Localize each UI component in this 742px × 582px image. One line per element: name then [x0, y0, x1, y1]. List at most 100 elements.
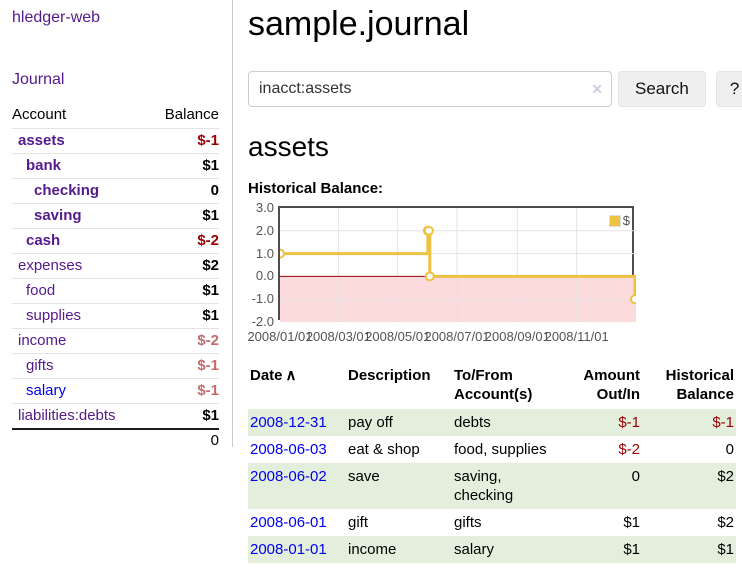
app-title-link[interactable]: hledger-web [12, 9, 101, 26]
y-axis-tick-label: 0.0 [255, 268, 274, 284]
transaction-balance: $2 [717, 468, 734, 485]
sidebar-account-link[interactable]: checking [34, 182, 100, 199]
chart-plot-area: $ [278, 206, 636, 322]
accounts-header-row: Account Balance [12, 104, 219, 129]
account-name-cell: salary [12, 378, 148, 404]
sidebar-account-balance: $1 [147, 303, 219, 329]
sidebar-account-balance: $1 [147, 153, 219, 179]
sidebar-account-balance: $1 [147, 278, 219, 304]
account-name-cell: cash [12, 228, 148, 254]
accounts-total-value: 0 [147, 428, 219, 452]
transaction-accounts: saving, checking [454, 468, 514, 504]
sidebar-account-link[interactable]: assets [18, 132, 65, 149]
sidebar-account-link[interactable]: bank [26, 157, 62, 174]
x-axis-tick-label: 2008/03/01 [305, 329, 371, 344]
register-table-body: 2008-12-31 pay off debts $-1 $-1 2008-06-03 ea… [248, 409, 736, 563]
account-row: cash $-2 [12, 228, 219, 254]
account-row: food $1 [12, 278, 219, 304]
column-header-amount: Amount Out/In [583, 367, 640, 403]
transaction-amount: $1 [623, 541, 640, 558]
sidebar-account-link[interactable]: income [18, 332, 67, 349]
transaction-date-link[interactable]: 2008-06-03 [250, 441, 327, 458]
sort-ascending-icon: ∧ [285, 367, 297, 384]
chart-svg [280, 208, 636, 322]
account-heading: assets [248, 131, 329, 162]
account-name-cell: gifts [12, 353, 148, 379]
sidebar-account-link[interactable]: saving [34, 207, 82, 224]
register-row: 2008-06-02 save saving, checking 0 $2 [248, 463, 736, 509]
account-row: bank $1 [12, 153, 219, 179]
account-row: liabilities:debts $1 [12, 403, 219, 429]
transaction-description: pay off [348, 414, 393, 431]
accounts-total-row: 0 [12, 428, 219, 452]
accounts-header-account: Account [12, 106, 67, 123]
sidebar-account-link[interactable]: cash [26, 232, 61, 249]
transaction-accounts: debts [454, 414, 491, 431]
account-row: saving $1 [12, 203, 219, 229]
transaction-amount: $-2 [618, 441, 640, 458]
accounts-total-spacer [12, 428, 148, 452]
account-name-cell: liabilities:debts [12, 403, 148, 429]
main-content: sample.journal ✕ Search ? assets Histori… [233, 0, 742, 582]
transaction-description: eat & shop [348, 441, 420, 458]
sidebar-account-balance: $-1 [147, 353, 219, 379]
x-axis-tick-label: 2008/05/01 [365, 329, 431, 344]
accounts-header-balance: Balance [164, 106, 219, 123]
sidebar: hledger-web Journal Account Balance asse… [0, 0, 233, 452]
x-axis-tick-label: 2008/01/01 [247, 329, 313, 344]
sidebar-account-link[interactable]: salary [26, 382, 67, 399]
register-header-row: Date ∧ Description To/From Account(s) Amo… [248, 364, 736, 409]
search-form: ✕ Search ? [248, 71, 742, 107]
transaction-accounts: food, supplies [454, 441, 547, 458]
transaction-date-cell: 2008-06-03 [248, 436, 346, 463]
sidebar-account-balance: $1 [147, 203, 219, 229]
transaction-date-cell: 2008-06-02 [248, 463, 346, 509]
accounts-table: Account Balance assets $-1 bank $1 checking 0… [12, 104, 219, 452]
register-row: 2008-06-03 eat & shop food, supplies $-2 0 [248, 436, 736, 463]
transaction-date-link[interactable]: 2008-06-01 [250, 514, 327, 531]
sidebar-account-balance: $2 [147, 253, 219, 279]
account-row: salary $-1 [12, 378, 219, 404]
sidebar-account-link[interactable]: expenses [18, 257, 83, 274]
sidebar-account-link[interactable]: liabilities:debts [18, 407, 116, 424]
y-axis-tick-label: 2.0 [255, 222, 274, 238]
transaction-date-link[interactable]: 2008-01-01 [250, 541, 327, 558]
accounts-table-body: assets $-1 bank $1 checking 0 saving $1 cash $-2 e… [12, 128, 219, 429]
sidebar-account-balance: $-2 [147, 328, 219, 354]
y-axis-tick-label: -2.0 [251, 314, 274, 329]
help-button[interactable]: ? [715, 71, 742, 107]
search-input[interactable] [248, 71, 612, 107]
chart-legend: $ [608, 213, 630, 228]
x-axis-tick-label: 2008/09/01 [484, 329, 550, 344]
sidebar-account-link[interactable]: food [26, 282, 56, 299]
transaction-date-link[interactable]: 2008-12-31 [250, 414, 327, 431]
chart-title: Historical Balance: [248, 180, 384, 197]
account-row: income $-2 [12, 328, 219, 354]
column-header-date[interactable]: Date ∧ [250, 367, 297, 384]
search-button[interactable]: Search [618, 71, 706, 107]
column-header-balance: Historical Balance [665, 367, 734, 403]
transaction-description: gift [348, 514, 369, 531]
account-row: assets $-1 [12, 128, 219, 154]
account-name-cell: food [12, 278, 148, 304]
transaction-balance: $2 [717, 514, 734, 531]
sidebar-item-journal[interactable]: Journal [12, 71, 65, 88]
register-row: 2008-01-01 income salary $1 $1 [248, 536, 736, 563]
page-title: sample.journal [248, 5, 470, 43]
sidebar-account-link[interactable]: supplies [26, 307, 82, 324]
transaction-date-cell: 2008-01-01 [248, 536, 346, 563]
transaction-accounts: gifts [454, 514, 482, 531]
transaction-description: income [348, 541, 397, 558]
transaction-amount: 0 [631, 468, 640, 485]
balance-chart: $ 3.0 2.0 1.0 0.0 -1.0 -2.0 2008/01/01 2008/03/… [247, 201, 640, 350]
transaction-date-cell: 2008-06-01 [248, 509, 346, 536]
account-name-cell: expenses [12, 253, 148, 279]
x-axis-tick-label: 2008/07/01 [424, 329, 490, 344]
account-name-cell: bank [12, 153, 148, 179]
transaction-date-link[interactable]: 2008-06-02 [250, 468, 327, 485]
clear-search-icon[interactable]: ✕ [591, 81, 603, 97]
sidebar-account-balance: $-1 [147, 378, 219, 404]
transaction-balance: 0 [725, 441, 734, 458]
account-name-cell: supplies [12, 303, 148, 329]
sidebar-account-link[interactable]: gifts [26, 357, 54, 374]
